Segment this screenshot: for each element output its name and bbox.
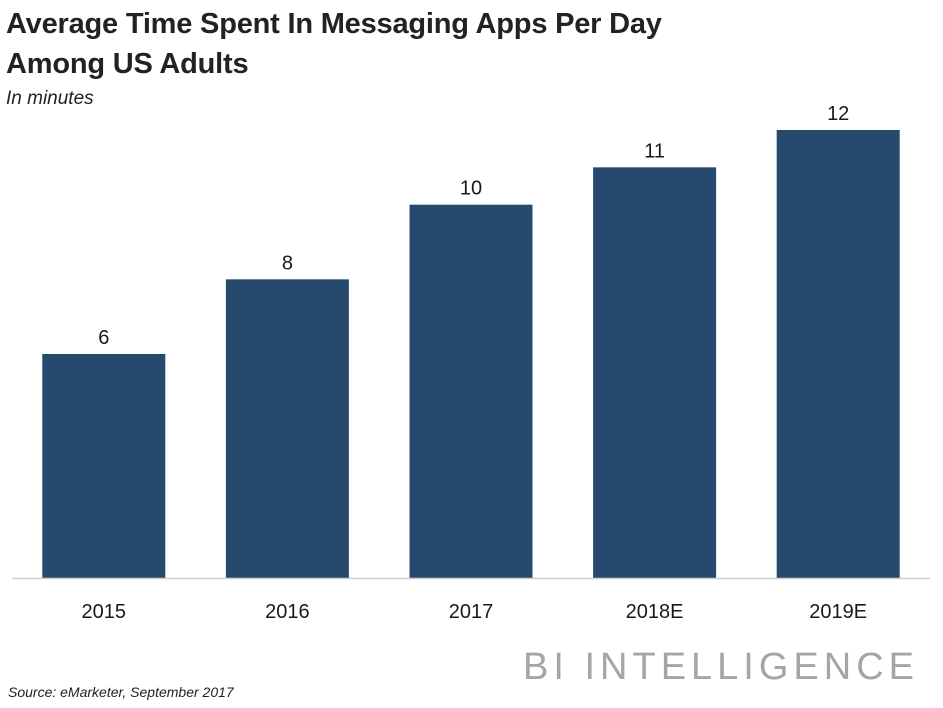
data-label-2018e: 11 [644,140,665,162]
bar-2018e [593,167,717,579]
x-tick-label-2015: 2015 [82,601,127,623]
x-tick-label-2018e: 2018E [626,601,684,623]
x-tick-label-2019e: 2019E [809,601,867,623]
chart-title: Average Time Spent In Messaging Apps Per… [6,4,662,84]
source-note: Source: eMarketer, September 2017 [8,684,234,700]
x-tick-label-2016: 2016 [265,601,310,623]
chart-title-line-1: Average Time Spent In Messaging Apps Per… [6,8,662,40]
chart-subtitle: In minutes [6,88,94,109]
chart-title-line-2: Among US Adults [6,48,249,80]
data-label-2017: 10 [460,178,482,200]
bar-2017 [409,204,533,578]
brand-logo: BI INTELLIGENCE [523,646,919,688]
data-label-2015: 6 [98,327,109,349]
bar-2015 [42,354,166,578]
bar-2016 [225,279,349,578]
bar-2019e [776,130,900,578]
data-label-2019e: 12 [827,103,849,125]
data-label-2016: 8 [282,252,293,274]
x-tick-label-2017: 2017 [449,601,494,623]
